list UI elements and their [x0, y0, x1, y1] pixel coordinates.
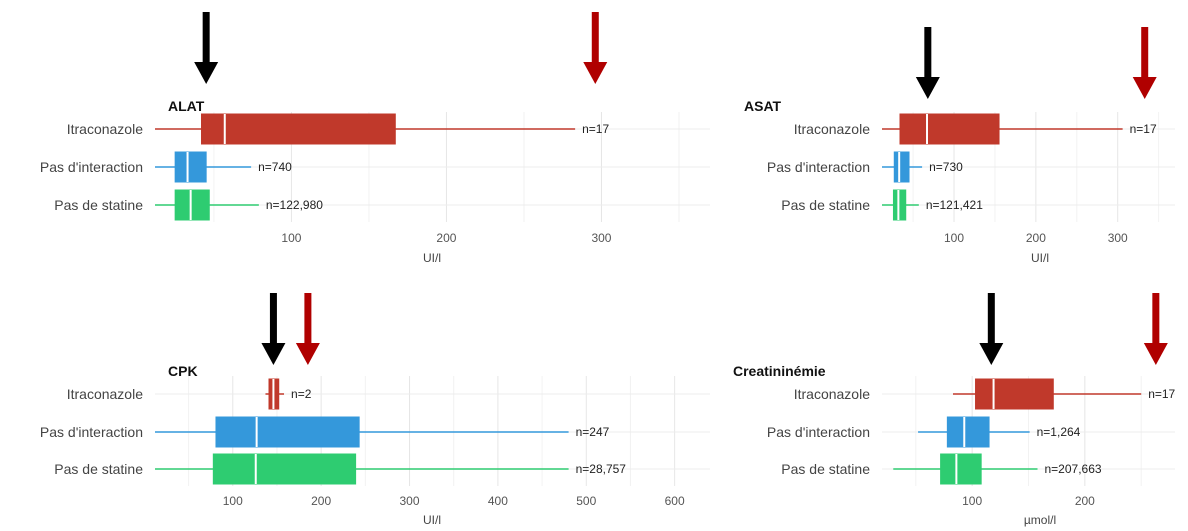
n-label: n=17 [1130, 122, 1157, 136]
arrow-black [269, 293, 277, 345]
category-label: Pas de statine [781, 461, 870, 477]
arrow-red-head [1132, 77, 1157, 99]
n-label: n=247 [576, 425, 610, 439]
tick-label: 200 [436, 231, 456, 245]
n-label: n=740 [258, 160, 292, 174]
box [212, 453, 357, 485]
arrow-black-head [915, 77, 940, 99]
box [899, 113, 1000, 145]
n-label: n=17 [1148, 387, 1175, 401]
arrow-red-head [1143, 343, 1168, 365]
tick-label: 600 [665, 494, 685, 508]
panel-title: ALAT [168, 98, 205, 114]
panel-title: Creatininémie [733, 363, 826, 379]
arrow-black-head [194, 62, 219, 84]
box [893, 151, 910, 183]
category-label: Pas d'interaction [767, 424, 870, 440]
tick-label: 300 [400, 494, 420, 508]
arrow-red-head [583, 62, 608, 84]
tick-label: 100 [944, 231, 964, 245]
n-label: n=730 [929, 160, 963, 174]
arrow-black [924, 27, 932, 79]
panel-cpk: CPK Itraconazole Pas d'interaction Pas de s… [40, 293, 710, 527]
arrow-black [202, 12, 210, 64]
box [946, 416, 990, 448]
n-label: n=207,663 [1045, 462, 1102, 476]
tick-label: 200 [1075, 494, 1095, 508]
box [215, 416, 360, 448]
tick-label: 300 [591, 231, 611, 245]
arrow-red-head [295, 343, 320, 365]
n-label: n=2 [291, 387, 312, 401]
category-label: Pas d'interaction [40, 159, 143, 175]
n-label: n=1,264 [1037, 425, 1081, 439]
tick-label: 200 [311, 494, 331, 508]
tick-label: 200 [1026, 231, 1046, 245]
arrow-red [1141, 27, 1149, 79]
box [174, 151, 207, 183]
tick-label: 300 [1108, 231, 1128, 245]
category-label: Itraconazole [67, 121, 143, 137]
category-label: Pas de statine [54, 461, 143, 477]
category-label: Pas de statine [781, 197, 870, 213]
tick-label: 400 [488, 494, 508, 508]
x-axis-label: UI/l [1031, 251, 1049, 265]
x-axis-label: UI/l [423, 251, 441, 265]
box [201, 113, 396, 145]
box [940, 453, 982, 485]
arrow-red [304, 293, 312, 345]
n-label: n=28,757 [576, 462, 627, 476]
category-label: Pas d'interaction [40, 424, 143, 440]
arrow-black-head [261, 343, 286, 365]
panel-alat: ALAT Itraconazole Pas d'interaction Pas de … [40, 12, 710, 265]
category-label: Pas de statine [54, 197, 143, 213]
arrow-red [591, 12, 599, 64]
panel-title: CPK [168, 363, 198, 379]
tick-label: 100 [223, 494, 243, 508]
tick-label: 500 [576, 494, 596, 508]
n-label: n=17 [582, 122, 609, 136]
x-axis-label: µmol/l [1024, 513, 1056, 527]
tick-label: 100 [962, 494, 982, 508]
box [975, 378, 1054, 410]
arrow-black-head [979, 343, 1004, 365]
panel-creatininemie: Creatininémie Itraconazole Pas d'interacti… [733, 293, 1176, 527]
n-label: n=121,421 [926, 198, 983, 212]
box [892, 189, 907, 221]
arrow-red [1152, 293, 1160, 345]
box [174, 189, 210, 221]
panel-asat: ASAT Itraconazole Pas d'interaction Pas de … [744, 27, 1175, 265]
category-label: Pas d'interaction [767, 159, 870, 175]
panel-title: ASAT [744, 98, 782, 114]
category-label: Itraconazole [794, 386, 870, 402]
category-label: Itraconazole [794, 121, 870, 137]
x-axis-label: UI/l [423, 513, 441, 527]
n-label: n=122,980 [266, 198, 323, 212]
tick-label: 100 [281, 231, 301, 245]
arrow-black [987, 293, 995, 345]
category-label: Itraconazole [67, 386, 143, 402]
